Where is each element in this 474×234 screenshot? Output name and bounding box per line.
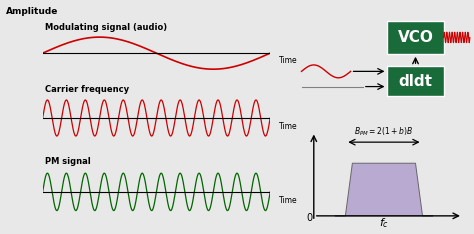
Text: VCO: VCO (398, 30, 433, 45)
Text: $f_c$: $f_c$ (379, 216, 389, 230)
Polygon shape (335, 163, 433, 216)
Text: 0: 0 (306, 213, 312, 223)
FancyBboxPatch shape (387, 21, 444, 54)
Text: Time: Time (279, 196, 298, 205)
Text: Time: Time (279, 56, 298, 65)
Text: Carrier frequency: Carrier frequency (45, 85, 129, 94)
Text: dldt: dldt (399, 73, 432, 89)
Text: Amplitude: Amplitude (6, 7, 58, 16)
Text: PM signal: PM signal (45, 157, 91, 166)
Text: $B_{PM}= 2(1 + b)B$: $B_{PM}= 2(1 + b)B$ (354, 126, 414, 138)
Text: Modulating signal (audio): Modulating signal (audio) (45, 23, 167, 33)
Text: Time: Time (279, 122, 298, 131)
FancyBboxPatch shape (387, 66, 444, 96)
